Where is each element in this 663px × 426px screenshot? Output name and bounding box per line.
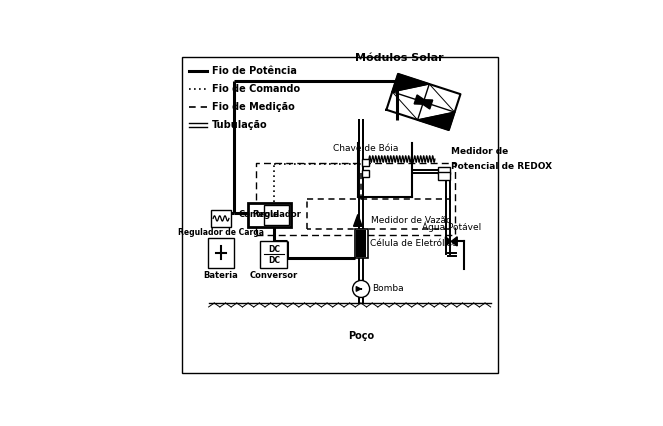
Text: Célula de Eletrólise: Célula de Eletrólise — [370, 239, 457, 248]
Polygon shape — [418, 112, 455, 130]
Bar — [264, 204, 289, 225]
Bar — [248, 203, 290, 227]
Bar — [438, 173, 450, 180]
Text: DC: DC — [268, 256, 280, 265]
Circle shape — [353, 280, 370, 297]
Text: Medidor de: Medidor de — [452, 147, 509, 156]
Polygon shape — [353, 214, 362, 226]
Polygon shape — [446, 237, 452, 246]
Text: Água Potável: Água Potável — [422, 222, 481, 232]
Text: Tubulação: Tubulação — [212, 120, 267, 130]
Bar — [208, 238, 234, 268]
Text: Módulos Solar: Módulos Solar — [355, 52, 443, 63]
Text: DC: DC — [268, 245, 280, 254]
Text: Controle: Controle — [239, 210, 279, 219]
Text: Bomba: Bomba — [373, 285, 404, 294]
Polygon shape — [392, 74, 429, 92]
Bar — [438, 167, 450, 174]
Text: Fio de Comando: Fio de Comando — [212, 84, 300, 94]
Text: Conversor: Conversor — [250, 271, 298, 280]
Bar — [355, 229, 368, 258]
Bar — [362, 159, 369, 166]
Polygon shape — [416, 99, 433, 109]
Bar — [261, 241, 287, 268]
Text: Bateria: Bateria — [204, 271, 239, 280]
Polygon shape — [452, 237, 457, 246]
Bar — [211, 210, 231, 227]
Text: Regulador de Carga: Regulador de Carga — [178, 228, 264, 237]
Polygon shape — [414, 95, 431, 104]
Text: Medidor de Vazão: Medidor de Vazão — [371, 216, 452, 225]
Text: Fio de Medição: Fio de Medição — [212, 102, 294, 112]
Bar — [362, 170, 369, 177]
Text: Fio de Potência: Fio de Potência — [212, 66, 297, 76]
Text: Poço: Poço — [348, 331, 374, 342]
Text: Potencial de REDOX: Potencial de REDOX — [452, 162, 552, 171]
Text: Chave de Bóia: Chave de Bóia — [333, 144, 398, 153]
Text: Regulador: Regulador — [252, 210, 301, 219]
